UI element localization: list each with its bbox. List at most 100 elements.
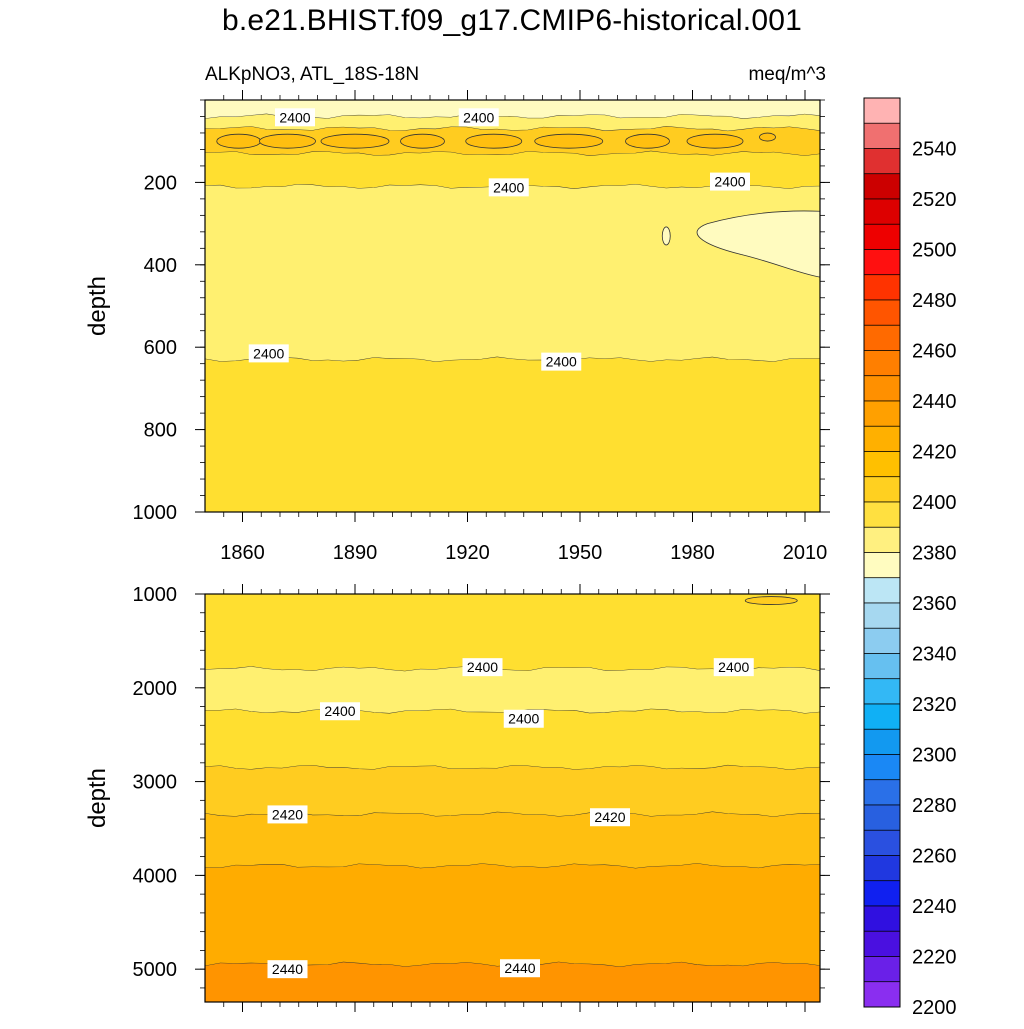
colorbar-swatch xyxy=(863,526,901,553)
y-tick-label: 800 xyxy=(144,420,177,442)
colorbar-swatch xyxy=(863,97,901,124)
colorbar-swatch xyxy=(863,956,901,983)
variable-region-label: ALKpNO3, ATL_18S-18N xyxy=(205,64,420,85)
colorbar-label: 2380 xyxy=(912,543,957,565)
y-tick-label: 3000 xyxy=(133,772,178,794)
contour-label-bg xyxy=(267,805,308,824)
y-tick-label: 1000 xyxy=(133,502,178,524)
colorbar-swatch xyxy=(863,552,901,579)
colorbar-swatch xyxy=(863,249,901,276)
colorbar-swatch xyxy=(863,577,901,604)
colorbar-swatch xyxy=(863,375,901,402)
contour-blob xyxy=(696,210,820,278)
contour-blob xyxy=(686,133,744,149)
panel-lower: 1000 2000 3000 4000 5000 depth 2400 2400 2400 240… xyxy=(84,584,830,1012)
colorbar-label: 2540 xyxy=(912,139,957,161)
contour-band xyxy=(205,594,820,672)
contour-label-text: 2420 xyxy=(272,806,303,822)
contour-label: 2400 xyxy=(320,702,360,721)
contour-blob xyxy=(320,133,390,149)
contour-fill-group xyxy=(205,100,820,512)
colorbar-swatch xyxy=(863,274,901,301)
panel-upper: 200 400 600 800 1000 depth 1860 1890 1920 1950 198… xyxy=(84,90,830,564)
contour-label: 2440 xyxy=(500,959,540,978)
contour-label: 2400 xyxy=(710,172,750,191)
colorbar-swatch xyxy=(863,905,901,932)
contour-blob xyxy=(625,133,670,149)
colorbar-swatch xyxy=(863,930,901,957)
colorbar-swatch xyxy=(863,223,901,250)
colorbar-swatch xyxy=(863,728,901,755)
contour-label: 2420 xyxy=(267,805,308,824)
colorbar-swatch xyxy=(863,678,901,705)
contour-band xyxy=(205,151,820,189)
contour-blob xyxy=(534,133,604,149)
contour-label-bg xyxy=(267,960,308,979)
contour-band xyxy=(205,765,820,817)
colorbar-swatch xyxy=(863,400,901,427)
colorbar-swatch xyxy=(863,627,901,654)
contour-label-text: 2400 xyxy=(253,345,284,361)
colorbar-label: 2460 xyxy=(912,341,957,363)
contour-label-bg xyxy=(488,178,529,197)
contour-label: 2400 xyxy=(458,108,499,127)
colorbar-label: 2220 xyxy=(912,947,957,969)
contour-band xyxy=(205,114,820,132)
x-tick-label: 2010 xyxy=(783,542,828,564)
contour-label-bg xyxy=(590,808,630,827)
contour-label-bg xyxy=(320,702,360,721)
colorbar-swatch xyxy=(863,350,901,377)
contour-label: 2400 xyxy=(275,108,315,127)
colorbar-swatch xyxy=(863,425,901,452)
colorbar-swatch xyxy=(863,779,901,806)
contour-label-text: 2440 xyxy=(272,961,303,977)
colorbar-label: 2200 xyxy=(912,997,957,1019)
y-axis-label: depth xyxy=(84,768,111,828)
colorbar-swatch xyxy=(863,501,901,528)
colorbar-label: 2480 xyxy=(912,290,957,312)
contour-label-bg xyxy=(710,172,750,191)
colorbar-label: 2320 xyxy=(912,694,957,716)
contour-blob xyxy=(661,226,671,246)
colorbar-swatch xyxy=(863,324,901,351)
contour-label-text: 2400 xyxy=(463,109,494,125)
contour-label-text: 2440 xyxy=(504,960,535,976)
colorbar-swatch xyxy=(863,981,901,1008)
x-tick-label: 1890 xyxy=(333,542,378,564)
contour-fill-group xyxy=(205,594,820,1002)
colorbar-label: 2240 xyxy=(912,896,957,918)
contour-label: 2440 xyxy=(267,960,308,979)
contour-label-bg xyxy=(248,344,289,363)
colorbar-swatch xyxy=(863,703,901,730)
contour-label-bg xyxy=(500,959,540,978)
contour-label: 2400 xyxy=(248,344,289,363)
contour-band xyxy=(205,666,820,714)
colorbar-label: 2280 xyxy=(912,795,957,817)
y-axis-label: depth xyxy=(84,276,111,336)
colorbar-frame xyxy=(863,97,901,1008)
colorbar-swatch xyxy=(863,829,901,856)
colorbar-label: 2260 xyxy=(912,846,957,868)
colorbar-swatch xyxy=(863,451,901,478)
contour-blob xyxy=(400,133,445,149)
colorbar-label: 2500 xyxy=(912,240,957,262)
y-tick-label: 1000 xyxy=(133,584,178,606)
contour-label-text: 2400 xyxy=(493,179,524,195)
colorbar-label: 2420 xyxy=(912,442,957,464)
colorbar-label: 2300 xyxy=(912,745,957,767)
x-tick-label: 1860 xyxy=(220,542,265,564)
contour-band xyxy=(205,100,820,119)
colorbar-swatch xyxy=(863,476,901,503)
contour-label: 2400 xyxy=(713,658,754,677)
contour-label-text: 2400 xyxy=(508,711,539,727)
y-tick-label: 4000 xyxy=(133,865,178,887)
colorbar-swatch xyxy=(863,855,901,882)
contour-label: 2420 xyxy=(590,808,630,827)
contour-label-text: 2420 xyxy=(594,809,625,825)
y-tick-label: 400 xyxy=(144,255,177,277)
contour-label-text: 2400 xyxy=(718,659,749,675)
colorbar-swatch xyxy=(863,602,901,629)
colorbar-swatch xyxy=(863,299,901,326)
